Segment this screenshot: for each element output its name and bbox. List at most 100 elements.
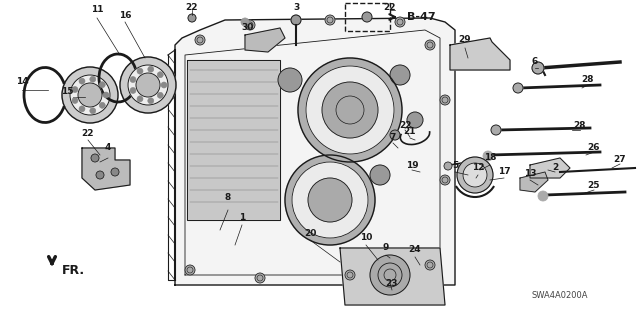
Circle shape	[491, 125, 501, 135]
Circle shape	[79, 106, 85, 112]
Text: 10: 10	[360, 234, 372, 242]
Text: 15: 15	[61, 87, 73, 97]
Circle shape	[188, 14, 196, 22]
Circle shape	[130, 77, 136, 83]
Circle shape	[444, 162, 452, 170]
Circle shape	[96, 171, 104, 179]
Circle shape	[79, 78, 85, 84]
Text: 25: 25	[588, 181, 600, 189]
Circle shape	[157, 72, 163, 78]
Text: 14: 14	[16, 78, 28, 86]
Text: 27: 27	[614, 155, 627, 165]
Text: 24: 24	[409, 246, 421, 255]
Circle shape	[103, 92, 109, 98]
Text: 1: 1	[239, 213, 245, 222]
Bar	[345, 3, 390, 31]
Text: 23: 23	[386, 279, 398, 288]
Polygon shape	[82, 148, 130, 190]
Circle shape	[370, 165, 390, 185]
Circle shape	[70, 75, 110, 115]
Circle shape	[463, 163, 487, 187]
Text: 11: 11	[91, 5, 103, 14]
Text: 28: 28	[582, 76, 595, 85]
Polygon shape	[530, 158, 570, 178]
Text: 26: 26	[588, 144, 600, 152]
Circle shape	[78, 83, 102, 107]
Circle shape	[538, 191, 548, 201]
Circle shape	[90, 108, 96, 114]
Circle shape	[483, 151, 493, 161]
Text: 6: 6	[532, 57, 538, 66]
Text: 5: 5	[452, 160, 458, 169]
Circle shape	[440, 95, 450, 105]
Text: 22: 22	[399, 122, 412, 130]
Circle shape	[157, 92, 163, 98]
Circle shape	[128, 65, 168, 105]
Text: 21: 21	[404, 128, 416, 137]
Circle shape	[136, 73, 160, 97]
Circle shape	[325, 15, 335, 25]
Circle shape	[362, 12, 372, 22]
Text: 29: 29	[459, 35, 471, 44]
Circle shape	[91, 154, 99, 162]
Text: 22: 22	[82, 129, 94, 137]
Circle shape	[137, 96, 143, 102]
Circle shape	[308, 178, 352, 222]
Text: 16: 16	[119, 11, 131, 20]
Circle shape	[407, 112, 423, 128]
Circle shape	[291, 15, 301, 25]
Circle shape	[306, 66, 394, 154]
Circle shape	[322, 82, 378, 138]
Text: 3: 3	[293, 4, 299, 12]
Circle shape	[120, 57, 176, 113]
Circle shape	[99, 102, 105, 108]
Circle shape	[161, 82, 167, 88]
Circle shape	[390, 65, 410, 85]
Circle shape	[395, 17, 405, 27]
Circle shape	[148, 66, 154, 72]
Text: 18: 18	[484, 153, 496, 162]
Circle shape	[513, 83, 523, 93]
Text: 12: 12	[472, 164, 484, 173]
Circle shape	[425, 40, 435, 50]
Circle shape	[390, 130, 400, 140]
Text: 4: 4	[105, 144, 111, 152]
Circle shape	[278, 68, 302, 92]
Polygon shape	[520, 172, 548, 192]
Circle shape	[148, 98, 154, 104]
Text: SWA4A0200A: SWA4A0200A	[532, 291, 588, 300]
Circle shape	[185, 265, 195, 275]
Circle shape	[298, 58, 402, 162]
Circle shape	[130, 87, 136, 93]
Circle shape	[245, 20, 255, 30]
Circle shape	[370, 255, 410, 295]
Circle shape	[195, 35, 205, 45]
Text: 13: 13	[524, 168, 536, 177]
Circle shape	[425, 260, 435, 270]
Circle shape	[345, 270, 355, 280]
Circle shape	[72, 98, 78, 103]
Circle shape	[90, 76, 96, 82]
Circle shape	[62, 67, 118, 123]
Text: 19: 19	[406, 160, 419, 169]
Text: 20: 20	[304, 228, 316, 238]
Text: B-47: B-47	[407, 12, 436, 22]
Polygon shape	[245, 28, 285, 52]
Circle shape	[137, 68, 143, 74]
Text: 7: 7	[390, 133, 396, 143]
Circle shape	[99, 82, 105, 88]
Circle shape	[111, 168, 119, 176]
Circle shape	[532, 62, 544, 74]
Text: 9: 9	[383, 243, 389, 253]
Text: 22: 22	[186, 4, 198, 12]
Circle shape	[457, 157, 493, 193]
Circle shape	[241, 18, 249, 26]
Circle shape	[72, 86, 78, 93]
Polygon shape	[340, 248, 445, 305]
Text: FR.: FR.	[62, 263, 85, 277]
Circle shape	[292, 162, 368, 238]
Polygon shape	[450, 38, 510, 70]
Circle shape	[285, 155, 375, 245]
Circle shape	[255, 273, 265, 283]
Polygon shape	[187, 60, 280, 220]
